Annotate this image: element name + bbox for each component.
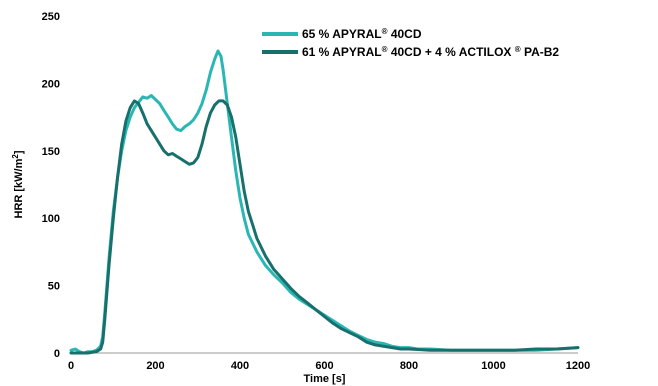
series-lines <box>69 49 580 355</box>
x-tick-label: 600 <box>315 360 333 372</box>
y-tick-label: 150 <box>42 146 60 158</box>
series-line-2 <box>69 99 580 355</box>
legend-label-1: 65 % APYRAL® 40CD <box>302 27 422 42</box>
y-tick-label: 0 <box>54 348 60 360</box>
y-axis-ticks: 0 50 100 150 200 250 <box>42 11 60 360</box>
x-tick-label: 200 <box>146 360 164 372</box>
x-axis-title: Time [s] <box>304 373 346 385</box>
legend-label-2: 61 % APYRAL® 40CD + 4 % ACTILOX ® PA-B2 <box>302 45 559 60</box>
legend: 65 % APYRAL® 40CD 61 % APYRAL® 40CD + 4 %… <box>262 27 559 60</box>
plot-area: 0 50 100 150 200 250 0 200 400 600 800 1000 1200 <box>42 11 591 372</box>
series-line-1 <box>69 49 580 355</box>
y-axis-title-end: ] <box>13 150 25 154</box>
x-axis-ticks: 0 200 400 600 800 1000 1200 <box>68 360 590 372</box>
x-tick-label: 1200 <box>566 360 590 372</box>
x-tick-label: 800 <box>400 360 418 372</box>
y-tick-label: 250 <box>42 11 60 23</box>
y-tick-label: 200 <box>42 78 60 90</box>
y-axis-title-main: HRR [kW/m <box>13 158 25 218</box>
y-tick-label: 100 <box>42 213 60 225</box>
x-tick-label: 1000 <box>481 360 505 372</box>
x-tick-label: 0 <box>68 360 74 372</box>
x-tick-label: 400 <box>231 360 249 372</box>
y-axis-title: HRR [kW/m2] <box>11 150 26 218</box>
y-axis-title-sup: 2 <box>11 154 20 159</box>
y-tick-label: 50 <box>48 281 60 293</box>
